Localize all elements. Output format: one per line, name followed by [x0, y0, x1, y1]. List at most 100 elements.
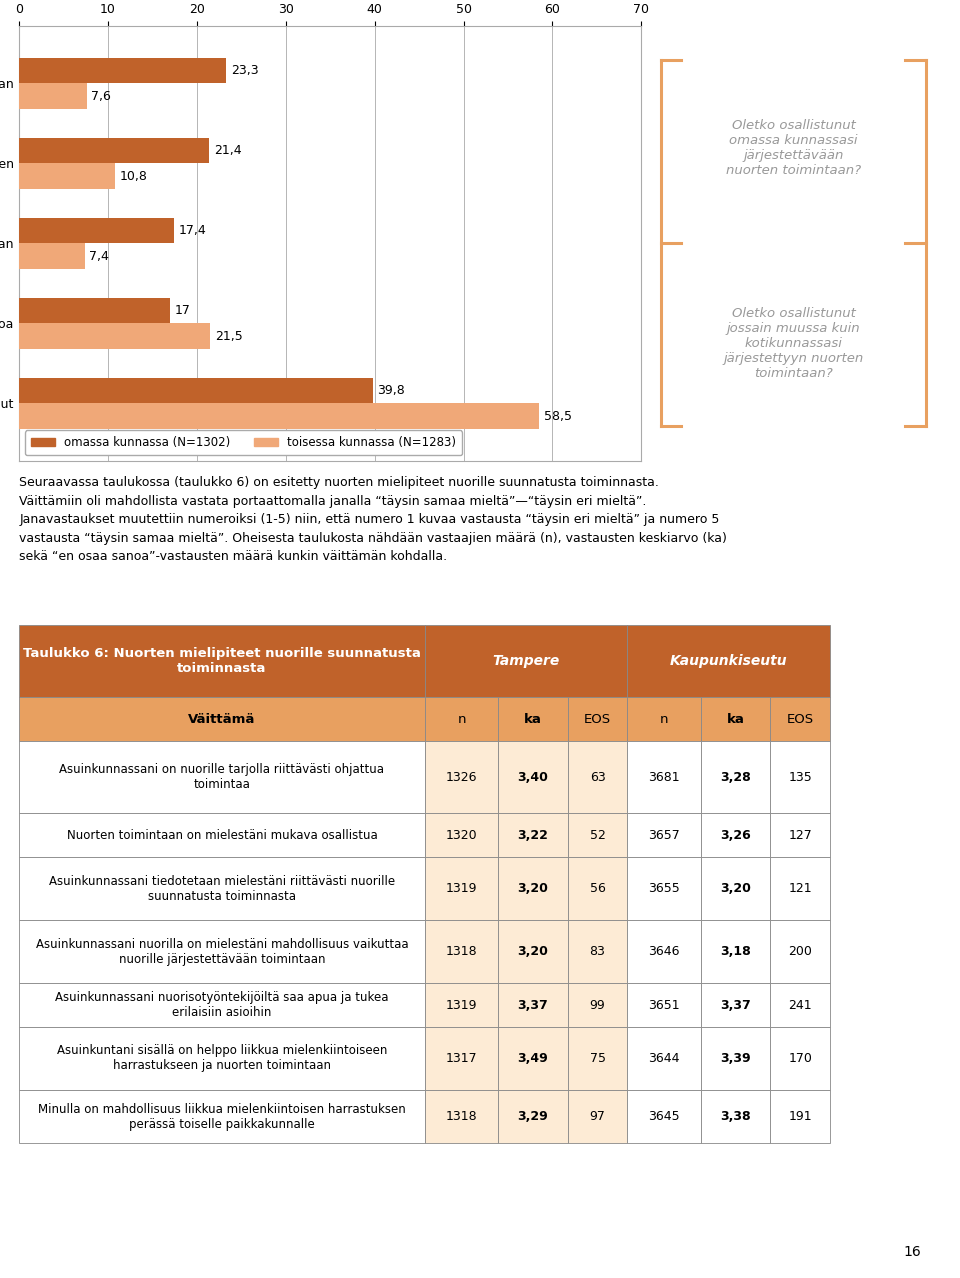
Bar [701, 983, 770, 1028]
Bar [424, 813, 498, 858]
Bar [628, 1028, 701, 1090]
Bar [770, 741, 830, 813]
Text: 1318: 1318 [445, 946, 477, 958]
Bar [567, 1028, 628, 1090]
Text: 135: 135 [788, 771, 812, 783]
Bar [770, 697, 830, 741]
Bar [498, 1028, 567, 1090]
Text: ka: ka [727, 713, 745, 726]
Text: 23,3: 23,3 [230, 64, 258, 77]
Text: 3651: 3651 [649, 998, 680, 1012]
Text: 97: 97 [589, 1111, 606, 1123]
Text: 58,5: 58,5 [543, 410, 571, 423]
Text: Asuinkuntani sisällä on helppo liikkua mielenkiintoiseen
harrastukseen ja nuorte: Asuinkuntani sisällä on helppo liikkua m… [57, 1044, 387, 1072]
Text: 1326: 1326 [445, 771, 477, 783]
Bar [701, 920, 770, 983]
Text: 99: 99 [589, 998, 606, 1012]
Bar [498, 858, 567, 920]
Bar [19, 243, 85, 268]
Bar [701, 1090, 770, 1144]
Bar [770, 858, 830, 920]
Text: Tampere: Tampere [492, 654, 560, 668]
Bar [424, 697, 498, 741]
Text: Taulukko 6: Nuorten mielipiteet nuorille suunnatusta
toiminnasta: Taulukko 6: Nuorten mielipiteet nuorille… [23, 647, 420, 675]
Text: ka: ka [524, 713, 542, 726]
Text: 3,40: 3,40 [517, 771, 548, 783]
Bar [701, 697, 770, 741]
Text: 3657: 3657 [648, 829, 681, 842]
Bar [628, 858, 701, 920]
Bar [567, 697, 628, 741]
Bar [424, 920, 498, 983]
Text: 52: 52 [589, 829, 606, 842]
Text: 1319: 1319 [445, 998, 477, 1012]
Text: 7,4: 7,4 [89, 249, 109, 263]
Text: 3,18: 3,18 [720, 946, 751, 958]
Text: 191: 191 [788, 1111, 812, 1123]
Bar [628, 625, 830, 697]
Bar [19, 858, 424, 920]
Text: 16: 16 [904, 1245, 922, 1259]
Text: EOS: EOS [786, 713, 814, 726]
Bar [19, 741, 424, 813]
Text: 3,28: 3,28 [720, 771, 751, 783]
Bar [567, 741, 628, 813]
Text: 1319: 1319 [445, 882, 477, 896]
Text: 3655: 3655 [648, 882, 681, 896]
Text: 3645: 3645 [649, 1111, 680, 1123]
Text: 75: 75 [589, 1052, 606, 1065]
Bar [498, 813, 567, 858]
Text: 3,20: 3,20 [517, 882, 548, 896]
Text: Väittämä: Väittämä [188, 713, 255, 726]
Text: 3,38: 3,38 [720, 1111, 751, 1123]
Text: Oletko osallistunut
omassa kunnassasi
järjestettävään
nuorten toimintaan?: Oletko osallistunut omassa kunnassasi jä… [726, 119, 861, 176]
Text: 3,49: 3,49 [517, 1052, 548, 1065]
Bar [498, 741, 567, 813]
Text: 7,6: 7,6 [91, 89, 111, 102]
Text: 121: 121 [788, 882, 812, 896]
Bar [770, 920, 830, 983]
Text: 1317: 1317 [445, 1052, 477, 1065]
Text: Asuinkunnassani nuorisotyöntekijöiltä saa apua ja tukea
erilaisiin asioihin: Asuinkunnassani nuorisotyöntekijöiltä sa… [56, 990, 389, 1019]
Text: 63: 63 [589, 771, 606, 783]
Text: 3,29: 3,29 [517, 1111, 548, 1123]
Bar [424, 741, 498, 813]
Text: Nuorten toimintaan on mielestäni mukava osallistua: Nuorten toimintaan on mielestäni mukava … [66, 829, 377, 842]
Bar [628, 697, 701, 741]
Bar [424, 625, 628, 697]
Bar [19, 138, 209, 164]
Text: 3,39: 3,39 [720, 1052, 751, 1065]
Text: n: n [457, 713, 466, 726]
Bar [628, 920, 701, 983]
Bar [567, 983, 628, 1028]
Bar [628, 741, 701, 813]
Legend: omassa kunnassa (N=1302), toisessa kunnassa (N=1283): omassa kunnassa (N=1302), toisessa kunna… [25, 431, 462, 455]
Bar [19, 1028, 424, 1090]
Bar [567, 813, 628, 858]
Text: 10,8: 10,8 [120, 170, 148, 183]
Text: 3,37: 3,37 [720, 998, 751, 1012]
Text: 3,20: 3,20 [720, 882, 751, 896]
Text: Seuraavassa taulukossa (taulukko 6) on esitetty nuorten mielipiteet nuorille suu: Seuraavassa taulukossa (taulukko 6) on e… [19, 477, 727, 564]
Bar [19, 164, 115, 189]
Text: 3646: 3646 [649, 946, 680, 958]
Text: 1318: 1318 [445, 1111, 477, 1123]
Text: Asuinkunnassani nuorilla on mielestäni mahdollisuus vaikuttaa
nuorille järjestet: Asuinkunnassani nuorilla on mielestäni m… [36, 938, 408, 966]
Bar [628, 983, 701, 1028]
Bar [19, 217, 174, 243]
Bar [19, 83, 86, 109]
Text: 3,26: 3,26 [720, 829, 751, 842]
Text: 127: 127 [788, 829, 812, 842]
Text: Minulla on mahdollisuus liikkua mielenkiintoisen harrastuksen
perässä toiselle p: Minulla on mahdollisuus liikkua mielenki… [38, 1103, 406, 1131]
Bar [770, 1028, 830, 1090]
Bar [628, 813, 701, 858]
Bar [701, 813, 770, 858]
Bar [424, 858, 498, 920]
Text: 21,4: 21,4 [214, 144, 242, 157]
Text: 56: 56 [589, 882, 606, 896]
Bar [628, 1090, 701, 1144]
Bar [19, 625, 424, 697]
Bar [424, 1090, 498, 1144]
Bar [701, 741, 770, 813]
Text: Asuinkunnassani on nuorille tarjolla riittävästi ohjattua
toimintaa: Asuinkunnassani on nuorille tarjolla rii… [60, 763, 384, 791]
